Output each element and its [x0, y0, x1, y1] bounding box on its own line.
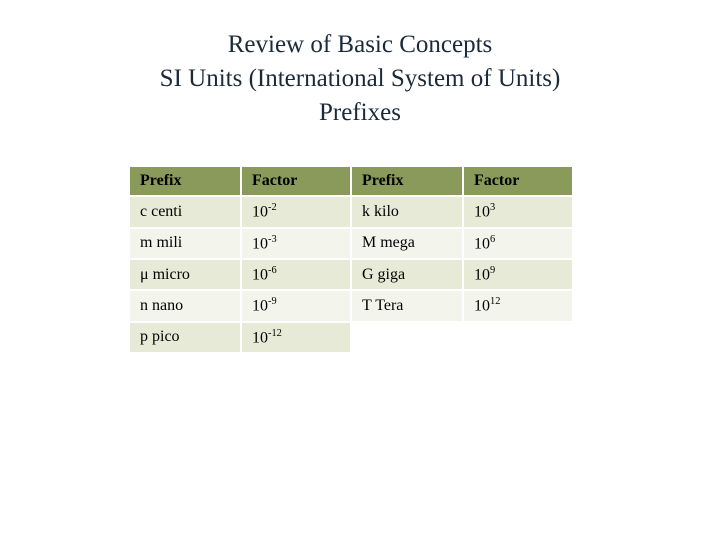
table-row: n nano 10-9 T Tera 1012 [129, 290, 573, 321]
cell-prefix-b: T Tera [351, 290, 463, 321]
table-header-row: Prefix Factor Prefix Factor [129, 166, 573, 196]
table-row: p pico 10-12 [129, 322, 573, 353]
cell-factor-a: 10-2 [241, 196, 351, 227]
cell-prefix-a: n nano [129, 290, 241, 321]
cell-prefix-b: G giga [351, 259, 463, 290]
cell-factor-a: 10-3 [241, 228, 351, 259]
header-prefix-b: Prefix [351, 166, 463, 196]
cell-prefix-a: m mili [129, 228, 241, 259]
cell-factor-b-empty [463, 322, 573, 353]
header-factor-a: Factor [241, 166, 351, 196]
si-prefixes-table: Prefix Factor Prefix Factor c centi 10-2… [128, 165, 574, 354]
header-factor-b: Factor [463, 166, 573, 196]
cell-prefix-b: M mega [351, 228, 463, 259]
cell-factor-a: 10-6 [241, 259, 351, 290]
page-title: Review of Basic Concepts SI Units (Inter… [0, 28, 720, 129]
cell-factor-b: 1012 [463, 290, 573, 321]
cell-factor-b: 109 [463, 259, 573, 290]
si-prefixes-table-wrap: Prefix Factor Prefix Factor c centi 10-2… [128, 165, 720, 354]
cell-prefix-b: k kilo [351, 196, 463, 227]
cell-prefix-b-empty [351, 322, 463, 353]
title-line-3: Prefixes [0, 96, 720, 130]
cell-factor-b: 106 [463, 228, 573, 259]
cell-factor-b: 103 [463, 196, 573, 227]
cell-prefix-a: μ micro [129, 259, 241, 290]
title-line-1: Review of Basic Concepts [0, 28, 720, 62]
title-line-2: SI Units (International System of Units) [0, 62, 720, 96]
table-row: c centi 10-2 k kilo 103 [129, 196, 573, 227]
cell-factor-a: 10-12 [241, 322, 351, 353]
cell-factor-a: 10-9 [241, 290, 351, 321]
cell-prefix-a: c centi [129, 196, 241, 227]
table-row: m mili 10-3 M mega 106 [129, 228, 573, 259]
cell-prefix-a: p pico [129, 322, 241, 353]
header-prefix-a: Prefix [129, 166, 241, 196]
table-row: μ micro 10-6 G giga 109 [129, 259, 573, 290]
